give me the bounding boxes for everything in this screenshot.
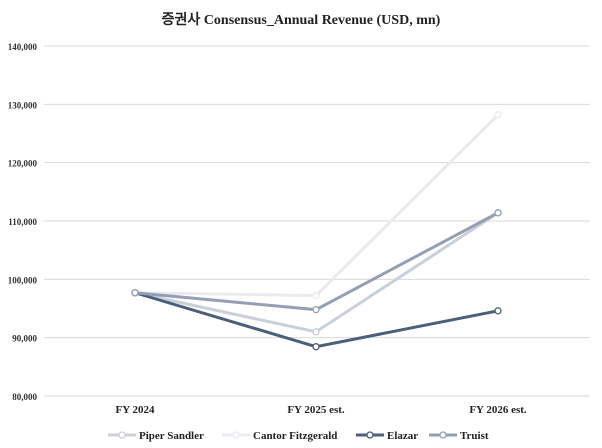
legend-label: Elazar	[387, 430, 418, 442]
legend-marker-icon	[118, 431, 126, 439]
series-truist	[131, 209, 502, 314]
series-line	[134, 211, 499, 334]
y-tick-label: 90,000	[12, 334, 37, 344]
data-point	[312, 292, 320, 300]
x-tick-label: FY 2025 est.	[287, 404, 345, 416]
data-point	[312, 328, 320, 336]
y-tick-label: 120,000	[8, 159, 38, 169]
legend-item: Piper Sandler	[108, 430, 204, 442]
legend-marker-icon	[439, 431, 447, 439]
data-point	[312, 306, 320, 314]
x-tick-label: FY 2024	[115, 404, 155, 416]
legend-item: Truist	[429, 430, 489, 442]
y-tick-label: 80,000	[12, 392, 37, 402]
legend-item: Cantor Fitzgerald	[222, 430, 337, 442]
legend-label: Truist	[460, 430, 489, 442]
y-tick-label: 110,000	[8, 217, 37, 227]
y-tick-label: 140,000	[8, 42, 38, 52]
chart-title: 증권사 Consensus_Annual Revenue (USD, mn)	[162, 12, 441, 28]
data-point	[312, 343, 320, 351]
legend-item: Elazar	[356, 430, 418, 442]
y-tick-label: 100,000	[8, 275, 38, 285]
series-piper-sandler	[131, 209, 502, 336]
data-point	[494, 111, 502, 119]
y-tick-label: 130,000	[8, 100, 38, 110]
legend-marker-icon	[232, 431, 240, 439]
legend-label: Cantor Fitzgerald	[253, 430, 337, 442]
data-point	[131, 289, 139, 297]
x-tick-label: FY 2026 est.	[469, 404, 527, 416]
legend-label: Piper Sandler	[139, 430, 204, 442]
series-line	[134, 291, 499, 349]
data-point	[494, 307, 502, 315]
series-line	[134, 113, 500, 298]
series-cantor-fitzgerald	[131, 111, 502, 300]
legend-marker-icon	[366, 431, 374, 439]
data-point	[494, 209, 502, 217]
